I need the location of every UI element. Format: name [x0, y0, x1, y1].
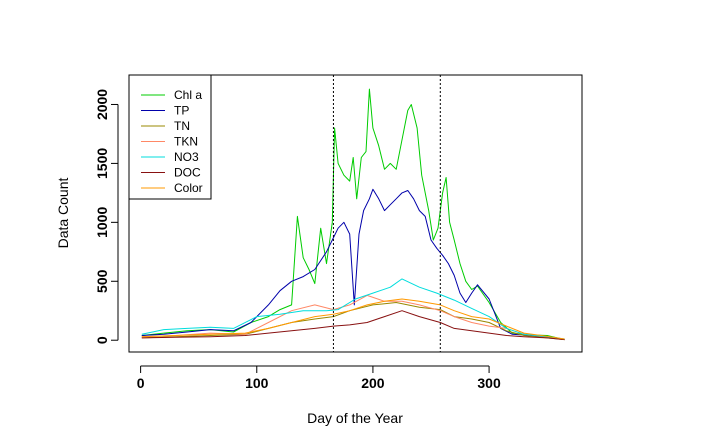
- x-tick-label-3: 300: [477, 375, 501, 391]
- series-line-5: [141, 310, 565, 341]
- y-tick-label-1: 500: [94, 269, 110, 293]
- series-line-1: [141, 188, 565, 341]
- legend-label-4: NO3: [174, 150, 199, 164]
- series-line-0: [141, 88, 565, 341]
- series-line-6: [141, 298, 565, 340]
- legend-box: [128, 74, 212, 200]
- y-tick-label-3: 1500: [94, 148, 110, 179]
- y-tick-label-4: 2000: [94, 89, 110, 120]
- x-tick-label-0: 0: [137, 375, 145, 391]
- series-lines: [141, 88, 565, 341]
- y-axis-title: Data Count: [55, 177, 71, 248]
- legend-label-2: TN: [174, 119, 190, 133]
- legend-label-6: Color: [174, 181, 203, 195]
- x-tick-label-1: 100: [245, 375, 269, 391]
- legend-label-3: TKN: [174, 135, 198, 149]
- x-axis-title: Day of the Year: [307, 410, 403, 426]
- x-tick-label-2: 200: [361, 375, 385, 391]
- series-line-4: [141, 278, 565, 340]
- y-tick-label-0: 0: [94, 336, 110, 344]
- y-axis: 0 500 1000 1500 2000: [94, 89, 119, 344]
- y-tick-label-2: 1000: [94, 207, 110, 238]
- x-axis: 0 100 200 300: [137, 365, 501, 391]
- legend-label-1: TP: [174, 104, 189, 118]
- series-line-2: [141, 302, 565, 341]
- legend-label-5: DOC: [174, 166, 201, 180]
- legend-label-0: Chl a: [174, 88, 202, 102]
